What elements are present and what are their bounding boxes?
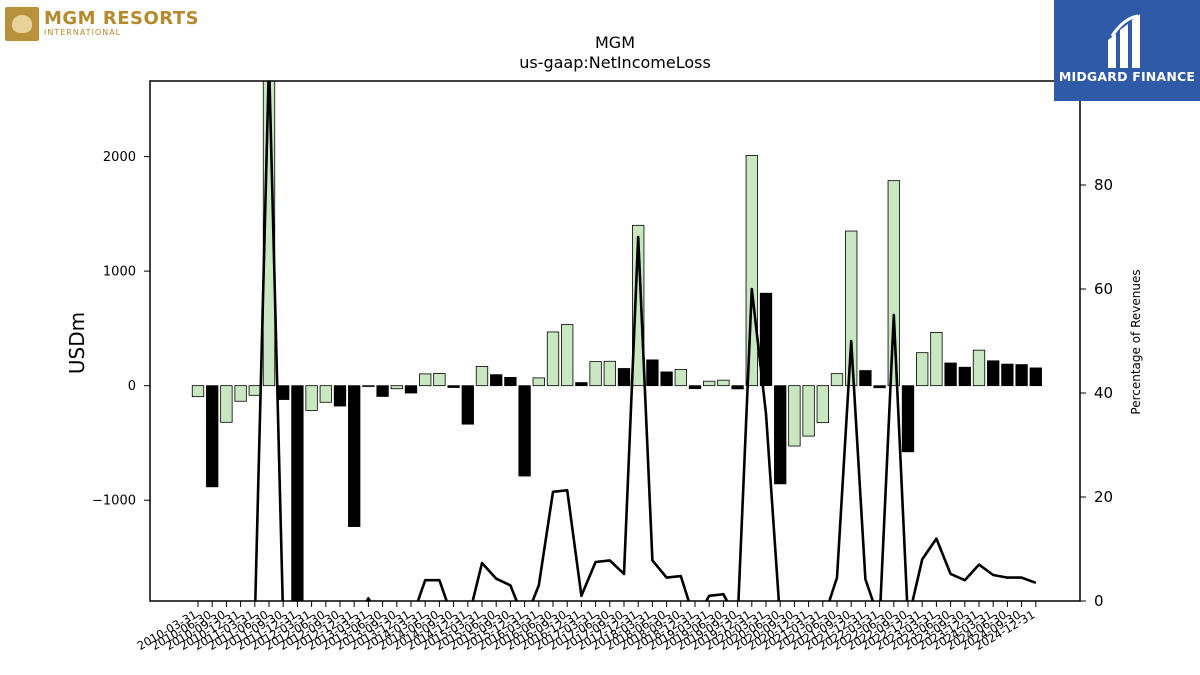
bar-2015-06-30 <box>490 374 503 387</box>
plot-frame <box>149 80 1081 602</box>
bars-layer <box>191 81 1042 601</box>
bar-2016-03-31 <box>532 377 545 387</box>
y2-axis-ticks: 020406080100 <box>1080 72 1123 610</box>
bar-2011-06-30 <box>262 81 276 387</box>
bar-2018-03-31 <box>646 359 659 387</box>
bar-2016-12-31 <box>575 382 588 387</box>
bar-2011-12-31 <box>291 385 304 601</box>
bar-2010-09-30 <box>220 385 233 423</box>
bar-2023-09-30 <box>958 366 971 387</box>
percentage-line <box>254 81 1037 601</box>
y-tick-label: −1000 <box>92 494 136 509</box>
chart-title: MGM <box>595 33 635 52</box>
publisher-name: MIDGARD FINANCE <box>1058 69 1196 84</box>
bar-2023-12-31 <box>972 349 986 387</box>
bar-2021-03-31 <box>816 385 829 424</box>
bar-2012-12-31 <box>348 385 361 527</box>
y-axis-ticks: −1000 0 1000 2000 <box>92 150 150 509</box>
bar-2022-12-31 <box>916 352 929 387</box>
bar-2013-09-30 <box>390 385 403 390</box>
y-tick-label: 0 <box>128 379 136 394</box>
bar-2017-03-31 <box>589 361 602 387</box>
bar-2015-09-30 <box>504 377 517 387</box>
bar-2017-09-30 <box>617 368 631 387</box>
bar-2019-09-30 <box>731 385 744 390</box>
bar-2024-06-30 <box>1001 363 1014 387</box>
y2-axis-label: Percentage of Revenues <box>1129 269 1143 414</box>
bar-2010-12-31 <box>234 385 247 402</box>
bar-2020-06-30 <box>774 385 787 485</box>
bar-2010-06-30 <box>206 385 219 488</box>
bar-2014-09-30 <box>447 385 460 388</box>
bar-2018-09-30 <box>674 369 687 387</box>
bar-2015-12-31 <box>518 385 531 477</box>
publisher-logo: MIDGARD FINANCE <box>1054 0 1200 101</box>
line-layer <box>254 81 1037 601</box>
bar-2016-09-30 <box>561 324 574 387</box>
y2-tick-label: 80 <box>1094 176 1113 194</box>
chart-subtitle: us-gaap:NetIncomeLoss <box>519 53 711 72</box>
bar-2014-06-30 <box>433 373 446 387</box>
bar-2021-12-31 <box>859 370 872 387</box>
bar-2019-03-31 <box>703 380 716 387</box>
bar-2019-12-31 <box>745 155 758 387</box>
company-subname: INTERNATIONAL <box>44 28 122 37</box>
bar-2013-03-31 <box>362 385 375 388</box>
bar-2014-03-31 <box>419 373 432 387</box>
y2-tick-label: 40 <box>1094 384 1113 402</box>
bar-2020-03-31 <box>759 292 773 387</box>
y-axis-label: USDm <box>65 312 89 374</box>
bar-2019-06-30 <box>717 379 730 387</box>
bar-2010-03-31 <box>191 385 205 398</box>
y2-tick-label: 20 <box>1094 488 1113 506</box>
bar-2020-09-30 <box>788 385 801 447</box>
bar-2016-06-30 <box>546 331 560 387</box>
bar-2023-03-31 <box>930 332 943 387</box>
midgard-m-logo-icon <box>1108 14 1140 68</box>
bar-2017-06-30 <box>603 360 616 387</box>
bar-2013-06-30 <box>376 385 389 397</box>
bar-2013-12-31 <box>404 385 418 394</box>
bar-2018-06-30 <box>660 371 673 387</box>
bar-2024-12-31 <box>1029 367 1042 387</box>
bar-2011-09-30 <box>277 385 290 400</box>
bar-2011-03-31 <box>248 385 261 396</box>
company-name: MGM RESORTS <box>44 8 200 29</box>
bar-2012-03-31 <box>305 385 318 411</box>
bar-2023-06-30 <box>944 362 957 387</box>
company-logo: MGM RESORTS INTERNATIONAL <box>5 6 199 42</box>
bar-2022-09-30 <box>901 385 915 453</box>
bar-2024-09-30 <box>1015 364 1028 387</box>
bar-2021-09-30 <box>845 230 858 387</box>
y2-tick-label: 60 <box>1094 280 1113 298</box>
lion-logo-icon <box>5 7 39 41</box>
bar-2018-12-31 <box>688 385 702 390</box>
bar-2022-06-30 <box>887 180 900 387</box>
y-tick-label: 2000 <box>103 150 136 165</box>
y2-tick-label: 0 <box>1094 592 1104 610</box>
bar-2012-06-30 <box>319 385 332 403</box>
y-tick-label: 1000 <box>103 265 136 280</box>
bar-2021-06-30 <box>830 373 844 387</box>
bar-2022-03-31 <box>873 385 886 389</box>
bar-2020-12-31 <box>802 385 815 437</box>
bar-2012-09-30 <box>333 385 347 407</box>
bar-2014-12-31 <box>461 385 474 425</box>
bar-2017-12-31 <box>632 224 645 387</box>
bar-2024-03-31 <box>987 360 1000 387</box>
bar-2015-03-31 <box>475 366 489 387</box>
x-axis-ticks: 2010-03-312010-06-302010-09-302010-12-31… <box>135 601 1037 653</box>
